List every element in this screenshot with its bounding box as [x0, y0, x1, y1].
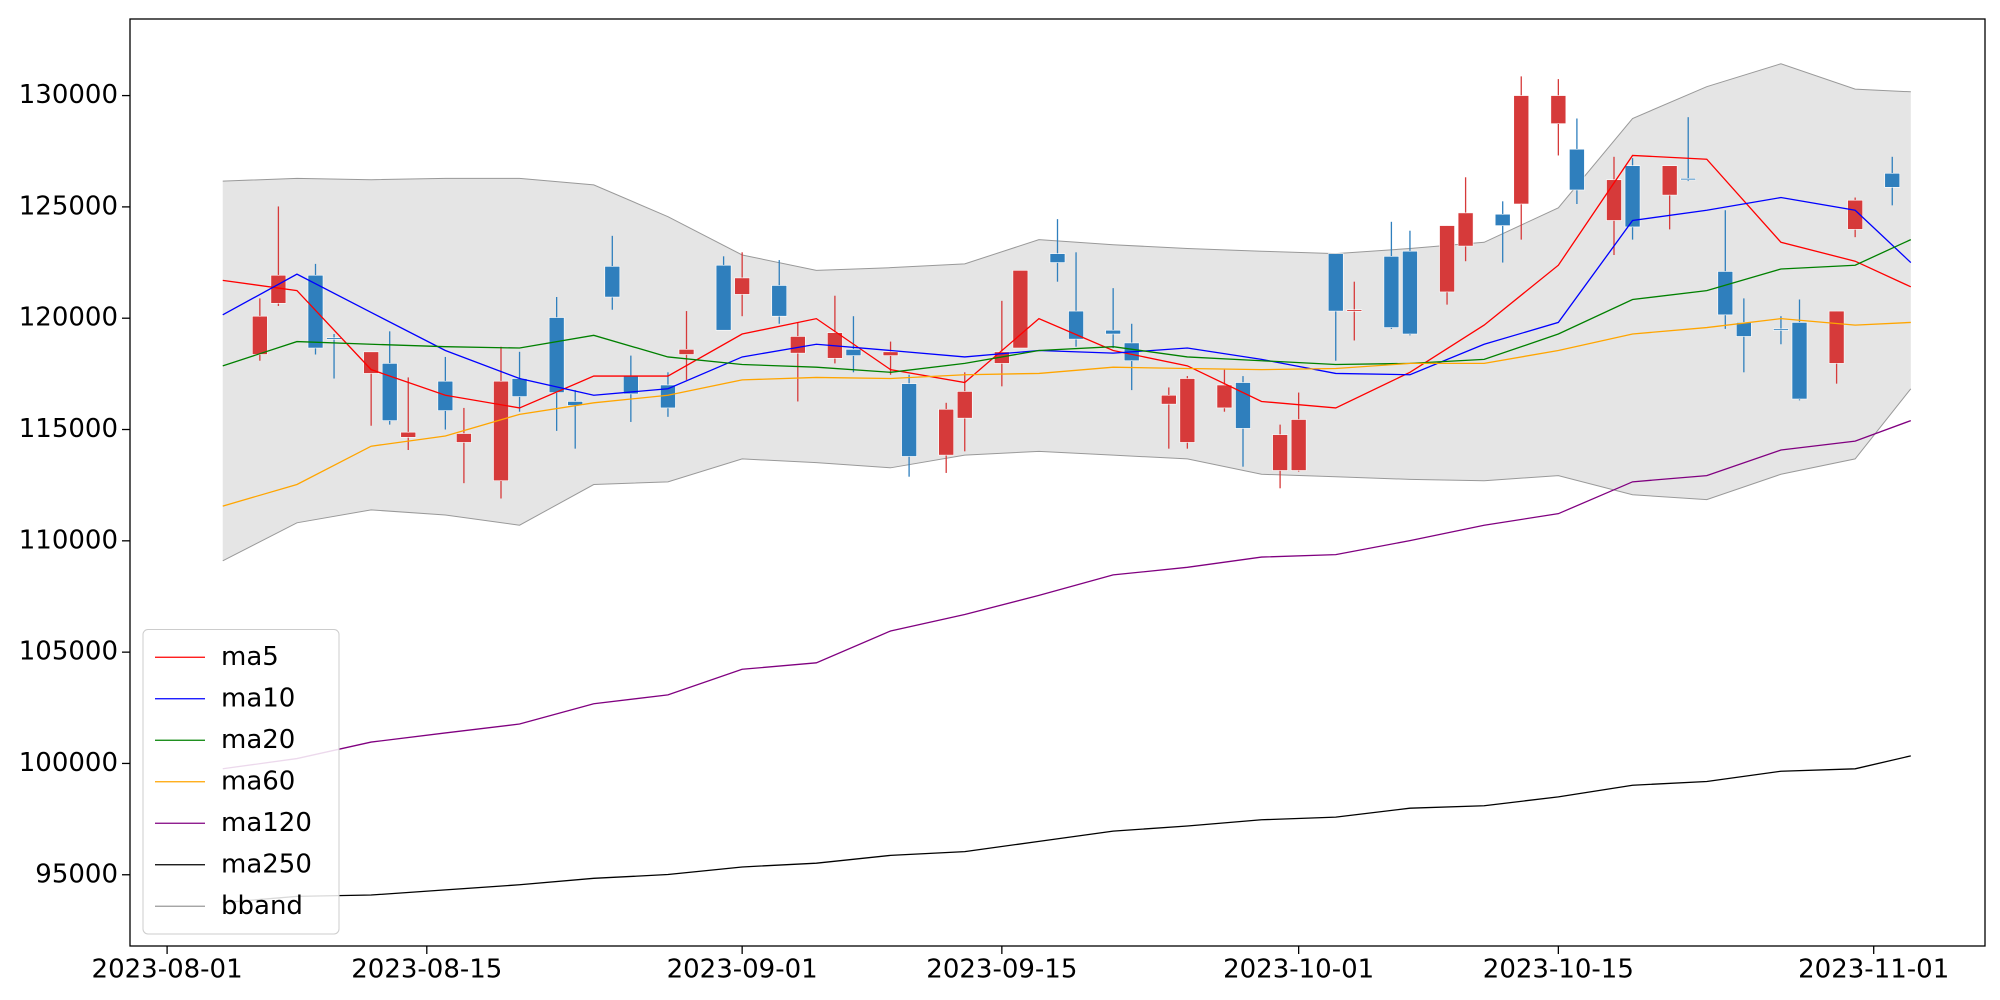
x-tick-label: 2023-08-15: [351, 955, 502, 985]
candle-body: [456, 433, 472, 443]
ma-line: [222, 154, 1912, 409]
legend: ma5 ma10 ma20 ma60 ma120 ma250 bband: [142, 629, 340, 935]
y-tick-label: 125000: [19, 191, 118, 221]
candle-body: [1680, 178, 1696, 181]
candle-body: [1012, 270, 1029, 349]
candle-body: [1216, 384, 1233, 409]
legend-label: ma250: [221, 849, 312, 879]
candle-body: [1550, 95, 1567, 124]
candle-body: [548, 317, 565, 393]
candle-body: [1569, 148, 1585, 191]
legend-label: ma20: [221, 725, 295, 755]
ma-line: [222, 317, 1911, 507]
candle-body: [1402, 250, 1418, 335]
candle-body: [1290, 419, 1307, 471]
candle-body: [734, 277, 750, 295]
candle-body: [715, 264, 732, 331]
candle-body: [400, 431, 417, 438]
candle-body: [1624, 165, 1641, 228]
candle-body: [901, 383, 917, 457]
candle-body: [1439, 225, 1455, 293]
bband-lower: [222, 388, 1912, 562]
legend-label: ma5: [221, 642, 279, 672]
candle-body: [1717, 271, 1734, 316]
candle-body: [307, 274, 324, 349]
candle-body: [845, 349, 862, 356]
x-tick-label: 2023-08-01: [92, 955, 243, 985]
plot-area: [222, 63, 1912, 904]
bband-area: [222, 63, 1911, 561]
candle-body: [1736, 322, 1752, 337]
legend-label: ma120: [221, 808, 312, 838]
candle-body: [678, 349, 695, 355]
candle-body: [363, 351, 379, 374]
candle-body: [381, 363, 398, 421]
candle-body: [1383, 256, 1400, 328]
ma-line: [222, 196, 1912, 396]
y-tick-label: 130000: [19, 80, 118, 110]
y-tick-label: 105000: [19, 637, 118, 667]
legend-label: ma60: [221, 766, 295, 796]
candle-body: [1606, 179, 1622, 221]
y-tick-label: 115000: [19, 414, 118, 444]
y-tick-label: 110000: [19, 525, 118, 555]
legend-label: ma10: [221, 683, 295, 713]
candle-body: [1346, 309, 1363, 312]
candle-body: [326, 337, 342, 340]
x-tick-label: 2023-10-15: [1483, 955, 1634, 985]
x-tick-label: 2023-10-01: [1223, 955, 1374, 985]
candle-body: [1884, 172, 1901, 188]
bband-upper: [222, 63, 1911, 271]
candle-body: [956, 391, 973, 419]
candle-body: [1161, 394, 1177, 405]
ma-line: [222, 755, 1911, 904]
candle-body: [1068, 310, 1084, 340]
candle-body: [789, 336, 806, 354]
candle-body: [252, 315, 268, 355]
candle-body: [1661, 165, 1678, 196]
candle-body: [938, 408, 955, 456]
candle-body: [1791, 322, 1808, 400]
candle-body: [1049, 253, 1066, 263]
y-tick-label: 95000: [35, 859, 118, 889]
candle-body: [493, 380, 509, 482]
candle-body: [1457, 212, 1474, 247]
candle-body: [604, 266, 621, 298]
x-tick-label: 2023-11-01: [1798, 955, 1949, 985]
y-tick-label: 120000: [19, 303, 118, 333]
candle-body: [1513, 95, 1530, 205]
candle-body: [511, 378, 528, 397]
candle-body: [1847, 199, 1863, 230]
ma-line: [222, 420, 1912, 770]
candle-body: [1272, 434, 1288, 471]
candle-body: [1494, 213, 1511, 226]
candle-body: [882, 351, 899, 356]
legend-box: [142, 629, 340, 935]
candle-body: [1105, 329, 1121, 335]
candle-body: [1179, 378, 1196, 443]
legend-label: bband: [221, 891, 303, 921]
candle-body: [1773, 328, 1789, 331]
x-tick-label: 2023-09-01: [667, 955, 818, 985]
plot-frame: [129, 18, 1986, 947]
candle-body: [1828, 310, 1845, 364]
ma-line: [222, 239, 1912, 373]
candle-body: [1327, 253, 1344, 312]
y-tick-label: 100000: [19, 748, 118, 778]
x-tick-label: 2023-09-15: [926, 955, 1077, 985]
candle-body: [771, 285, 788, 317]
